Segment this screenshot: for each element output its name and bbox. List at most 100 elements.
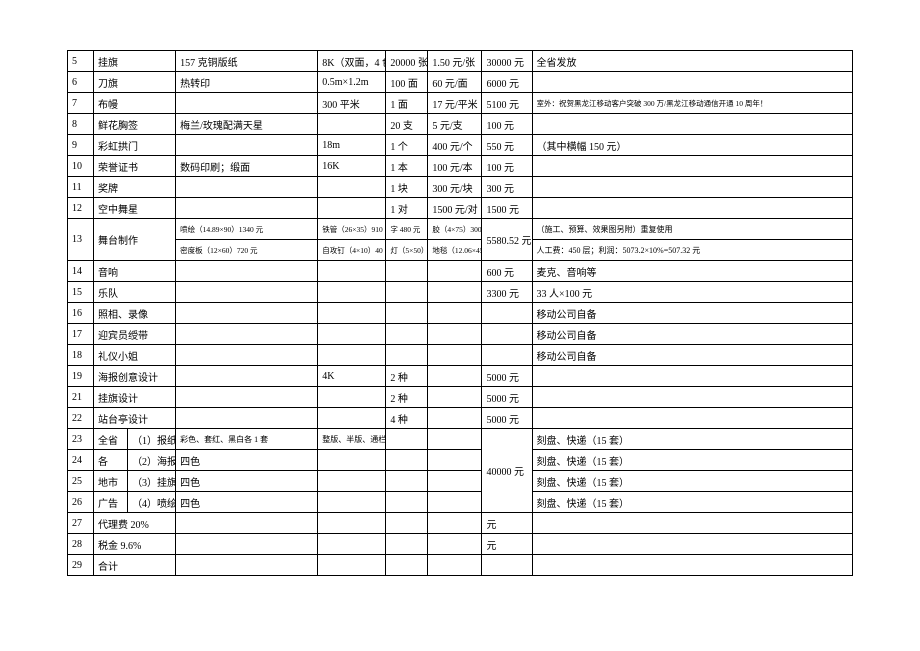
table-row: 22站台亭设计4 种5000 元 xyxy=(68,408,853,429)
row-total xyxy=(482,345,532,366)
qty: 4 种 xyxy=(386,408,428,429)
material xyxy=(176,177,318,198)
row-total: 30000 元 xyxy=(482,51,532,72)
qty xyxy=(386,429,428,450)
item-name: 彩虹拱门 xyxy=(94,135,176,156)
item-name: 海报创意设计 xyxy=(94,366,176,387)
spec: 16K xyxy=(318,156,386,177)
unit-price xyxy=(428,450,482,471)
item-name: 布幔 xyxy=(94,93,176,114)
item-name: 站台亭设计 xyxy=(94,408,176,429)
row-total: 5000 元 xyxy=(482,408,532,429)
group-col-b: （4）喷绘 xyxy=(128,492,176,513)
unit-price: 400 元/个 xyxy=(428,135,482,156)
row-no: 8 xyxy=(68,114,94,135)
row-no: 23 xyxy=(68,429,94,450)
item-name: 照相、录像 xyxy=(94,303,176,324)
qty: 1 面 xyxy=(386,93,428,114)
spec: 4K xyxy=(318,366,386,387)
item-name: 乐队 xyxy=(94,282,176,303)
material xyxy=(176,513,318,534)
group-col-a: 地市 xyxy=(94,471,128,492)
note: 刻盘、快递（15 套） xyxy=(532,492,852,513)
row-no: 6 xyxy=(68,72,94,93)
row-no: 17 xyxy=(68,324,94,345)
spec xyxy=(318,471,386,492)
table-row: 5挂旗157 克铜版纸8K（双面，4 色）20000 张1.50 元/张3000… xyxy=(68,51,853,72)
spec: 整版、半版、通栏 xyxy=(318,429,386,450)
item-name: 迎宾员绶带 xyxy=(94,324,176,345)
spec xyxy=(318,261,386,282)
row-total xyxy=(482,303,532,324)
spec: 铁管（26×35）910 元 xyxy=(318,219,386,240)
row-total: 1500 元 xyxy=(482,198,532,219)
qty xyxy=(386,555,428,576)
material xyxy=(176,135,318,156)
row-total: 元 xyxy=(482,513,532,534)
note: （其中横幅 150 元） xyxy=(532,135,852,156)
table-row: 15乐队3300 元33 人×100 元 xyxy=(68,282,853,303)
group-col-a: 全省 xyxy=(94,429,128,450)
item-name: 税金 9.6% xyxy=(94,534,176,555)
table-row: 27代理费 20% 元 xyxy=(68,513,853,534)
table-row: 11奖牌1 块300 元/块300 元 xyxy=(68,177,853,198)
row-total: 550 元 xyxy=(482,135,532,156)
row-no: 12 xyxy=(68,198,94,219)
unit-price: 1.50 元/张 xyxy=(428,51,482,72)
table-row: 密度板（12×60）720 元自攻钉（4×10）40 元灯（5×50）地毯（12… xyxy=(68,240,853,261)
qty: 2 种 xyxy=(386,366,428,387)
table-row: 26广告（4）喷绘四色刻盘、快递（15 套） xyxy=(68,492,853,513)
note: 麦克、音响等 xyxy=(532,261,852,282)
note xyxy=(532,114,852,135)
unit-price xyxy=(428,261,482,282)
spec xyxy=(318,408,386,429)
row-no: 5 xyxy=(68,51,94,72)
note: 室外：祝贺黑龙江移动客户突破 300 万/黑龙江移动通信开通 10 周年！ xyxy=(532,93,852,114)
table-row: 7布幔300 平米1 面17 元/平米5100 元室外：祝贺黑龙江移动客户突破 … xyxy=(68,93,853,114)
unit-price xyxy=(428,345,482,366)
spec xyxy=(318,177,386,198)
spec xyxy=(318,345,386,366)
row-no: 19 xyxy=(68,366,94,387)
table-row: 13舞台制作喷绘（14.89×90）1340 元铁管（26×35）910 元字 … xyxy=(68,219,853,240)
unit-price: 100 元/本 xyxy=(428,156,482,177)
unit-price: 胶（4×75）300 元 xyxy=(428,219,482,240)
item-name: 挂旗设计 xyxy=(94,387,176,408)
unit-price: 17 元/平米 xyxy=(428,93,482,114)
row-no: 15 xyxy=(68,282,94,303)
row-no: 7 xyxy=(68,93,94,114)
row-total: 5580.52 元 xyxy=(482,219,532,261)
row-total: 元 xyxy=(482,534,532,555)
note xyxy=(532,72,852,93)
note: 33 人×100 元 xyxy=(532,282,852,303)
unit-price: 地毯（12.06×45） xyxy=(428,240,482,261)
qty: 1 块 xyxy=(386,177,428,198)
item-name: 代理费 20% xyxy=(94,513,176,534)
note: 移动公司自备 xyxy=(532,345,852,366)
table-row: 14音响600 元麦克、音响等 xyxy=(68,261,853,282)
item-name: 荣誉证书 xyxy=(94,156,176,177)
table-row: 16照相、录像移动公司自备 xyxy=(68,303,853,324)
note: 人工费：450 层；利润：5073.2×10%=507.32 元 xyxy=(532,240,852,261)
table-row: 17迎宾员绶带移动公司自备 xyxy=(68,324,853,345)
qty xyxy=(386,534,428,555)
unit-price xyxy=(428,492,482,513)
unit-price: 300 元/块 xyxy=(428,177,482,198)
qty: 2 种 xyxy=(386,387,428,408)
item-name: 音响 xyxy=(94,261,176,282)
group-col-a: 广告 xyxy=(94,492,128,513)
material xyxy=(176,534,318,555)
row-no: 24 xyxy=(68,450,94,471)
table-row: 9彩虹拱门18m1 个400 元/个550 元（其中横幅 150 元） xyxy=(68,135,853,156)
note xyxy=(532,408,852,429)
material xyxy=(176,345,318,366)
item-name: 鲜花胸签 xyxy=(94,114,176,135)
row-total: 40000 元 xyxy=(482,429,532,513)
spec xyxy=(318,198,386,219)
row-total: 100 元 xyxy=(482,114,532,135)
row-no: 27 xyxy=(68,513,94,534)
unit-price xyxy=(428,513,482,534)
item-name: 空中舞星 xyxy=(94,198,176,219)
material xyxy=(176,93,318,114)
note xyxy=(532,534,852,555)
